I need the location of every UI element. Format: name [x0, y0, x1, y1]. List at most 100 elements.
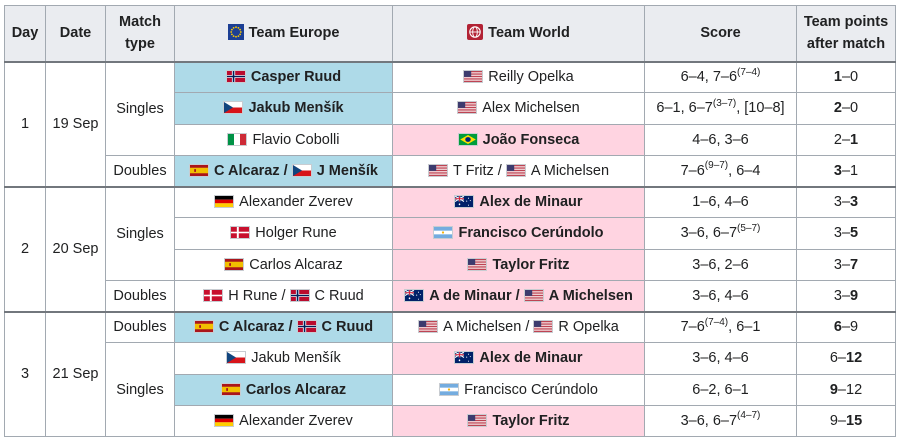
team-world-cell: Taylor Fritz — [392, 404, 645, 438]
flag-usa-icon — [467, 257, 488, 271]
player-name-link[interactable]: T Fritz — [452, 162, 494, 179]
points-europe: 3 — [833, 287, 842, 304]
team-world-cell: A de Minaur / A Michelsen — [392, 279, 645, 313]
player-name-link[interactable]: C Ruud — [314, 287, 364, 304]
player-name-link[interactable]: C Ruud — [321, 319, 374, 336]
date-cell: 21 Sep — [45, 310, 106, 437]
flag-norway-icon — [296, 320, 317, 334]
team-europe-label: Team Europe — [248, 25, 340, 42]
team-europe-cell: Alexander Zverev — [174, 185, 393, 219]
points-world: 9 — [850, 287, 859, 304]
team-points-cell: 3–5 — [796, 217, 896, 250]
day-cell: 1 — [4, 60, 46, 187]
points-world: 7 — [850, 256, 859, 273]
score-text: 6–4, 7–6 — [680, 69, 738, 86]
player-name-link[interactable]: João Fonseca — [482, 131, 580, 148]
team-europe-cell: Jakub Menšík — [174, 342, 393, 375]
points-world: 3 — [850, 194, 859, 211]
points-europe: 6 — [829, 350, 838, 367]
player-name-link[interactable]: Alex de Minaur — [479, 194, 583, 211]
player-name-link[interactable]: Casper Ruud — [250, 69, 342, 86]
team-world-cell: A Michelsen / R Opelka — [392, 310, 645, 344]
points-europe: 3 — [833, 256, 842, 273]
player-name-link[interactable]: Holger Rune — [255, 225, 337, 242]
flag-germany-icon — [214, 195, 235, 209]
player-name-link[interactable]: A Michelsen — [548, 287, 633, 304]
team-world-logo-icon — [467, 24, 484, 41]
score-text: 3–6, 4–6 — [692, 350, 749, 367]
player-name-link[interactable]: H Rune — [228, 287, 278, 304]
flag-germany-icon — [214, 413, 235, 427]
player-name-link[interactable]: Alex de Minaur — [479, 350, 583, 367]
tiebreak-score: (4–7) — [737, 410, 761, 422]
player-name-link[interactable]: C Alcaraz — [214, 162, 280, 179]
score-cell: 3–6, 4–6 — [644, 279, 797, 313]
flag-usa-icon — [418, 320, 439, 334]
team-world-label: Team World — [488, 25, 570, 42]
team-world-cell: João Fonseca — [392, 123, 645, 156]
score-tail: , [10–8] — [736, 100, 785, 117]
player-name-link[interactable]: A Michelsen — [530, 162, 610, 179]
day-cell: 2 — [4, 185, 46, 312]
player-name-link[interactable]: Francisco Cerúndolo — [464, 381, 598, 398]
header-score: Score — [644, 5, 797, 62]
points-europe: 3 — [833, 194, 842, 211]
score-text: 6–1, 6–7 — [656, 100, 713, 117]
match-row: Flavio Cobolli João Fonseca 4–6, 3–6 2–1 — [5, 123, 896, 156]
flag-spain-icon — [189, 163, 210, 177]
player-name-link[interactable]: Carlos Alcaraz — [249, 256, 343, 273]
points-europe: 3 — [833, 162, 842, 179]
match-type-cell: Doubles — [105, 279, 175, 313]
score-text: 6–2, 6–1 — [692, 381, 749, 398]
team-europe-cell: H Rune / C Ruud — [174, 279, 393, 313]
tiebreak-score: (9–7) — [704, 159, 729, 171]
team-europe-cell: Jakub Menšík — [174, 92, 393, 125]
score-text: 1–6, 4–6 — [692, 194, 749, 211]
flag-usa-icon — [505, 163, 526, 177]
team-points-cell: 6–9 — [796, 310, 896, 344]
player-name-link[interactable]: Alexander Zverev — [239, 194, 353, 211]
score-text: 3–6, 2–6 — [692, 256, 749, 273]
player-name-link[interactable]: Carlos Alcaraz — [245, 381, 347, 398]
tiebreak-score: (7–4) — [737, 66, 761, 78]
points-europe: 6 — [833, 319, 842, 336]
points-europe: 2 — [833, 100, 842, 117]
team-europe-cell: Holger Rune — [174, 217, 393, 250]
score-tail: , 6–1 — [728, 319, 761, 336]
score-cell: 7–6(9–7), 6–4 — [644, 154, 797, 188]
player-name-link[interactable]: Flavio Cobolli — [252, 131, 340, 148]
points-world: 15 — [846, 412, 863, 429]
flag-usa-icon — [463, 70, 484, 84]
tiebreak-score: (3–7) — [712, 97, 737, 109]
player-name-link[interactable]: Alexander Zverev — [239, 412, 353, 429]
flag-denmark-icon — [203, 288, 224, 302]
player-name-link[interactable]: Reilly Opelka — [488, 69, 574, 86]
points-world: 9 — [850, 319, 859, 336]
match-row: Alexander Zverev Taylor Fritz 3–6, 6–7(4–7… — [5, 404, 896, 438]
day-cell: 3 — [4, 310, 46, 437]
player-name-link[interactable]: Taylor Fritz — [492, 256, 570, 273]
flag-brazil-icon — [457, 132, 478, 146]
player-name-link[interactable]: R Opelka — [558, 319, 619, 336]
flag-argentina-icon — [433, 226, 454, 240]
score-cell: 4–6, 3–6 — [644, 123, 797, 156]
player-name-link[interactable]: C Alcaraz — [218, 319, 285, 336]
player-name-link[interactable]: Francisco Cerúndolo — [458, 225, 604, 242]
score-text: 3–6, 4–6 — [692, 287, 749, 304]
flag-denmark-icon — [230, 226, 251, 240]
points-world: 1 — [850, 162, 859, 179]
score-cell: 3–6, 2–6 — [644, 248, 797, 281]
player-name-link[interactable]: Jakub Menšík — [251, 350, 341, 367]
player-name-link[interactable]: Alex Michelsen — [482, 100, 580, 117]
player-name-link[interactable]: J Menšík — [316, 162, 378, 179]
player-name-link[interactable]: Jakub Menšík — [248, 100, 344, 117]
team-europe-cell: Flavio Cobolli — [174, 123, 393, 156]
player-name-link[interactable]: A Michelsen — [443, 319, 522, 336]
player-name-link[interactable]: Taylor Fritz — [492, 412, 570, 429]
points-europe: 2 — [833, 131, 842, 148]
score-cell: 1–6, 4–6 — [644, 185, 797, 219]
player-name-link[interactable]: A de Minaur — [429, 287, 512, 304]
team-europe-cell: C Alcaraz / J Menšík — [174, 154, 393, 188]
team-europe-logo-icon — [227, 24, 244, 41]
team-world-cell: Reilly Opelka — [392, 60, 645, 94]
